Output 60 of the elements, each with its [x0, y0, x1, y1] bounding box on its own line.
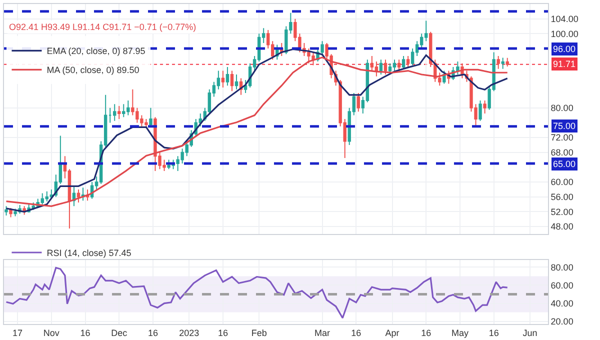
- y-tick-label: 100.00: [550, 28, 578, 39]
- y-tick-label: 104.00: [550, 14, 578, 24]
- candlestick: [76, 188, 80, 203]
- candlestick: [402, 55, 406, 70]
- candlestick: [234, 74, 238, 90]
- candlestick: [483, 100, 486, 114]
- candlestick: [356, 92, 360, 112]
- x-tick-label: 16: [488, 328, 499, 338]
- legend-label: MA (50, close, 0) 89.50: [46, 65, 140, 76]
- candlestick: [108, 107, 112, 124]
- candlestick: [406, 55, 410, 68]
- candlestick: [478, 100, 482, 122]
- x-tick-label: 16: [80, 328, 90, 338]
- x-tick-label: Jun: [522, 328, 538, 338]
- candlestick: [501, 57, 504, 70]
- y-tick-label: 60.00: [550, 177, 574, 188]
- x-tick-label: 17: [12, 328, 23, 338]
- y-tick-label: 72.00: [550, 132, 574, 143]
- candlestick: [379, 59, 383, 75]
- y-tick-label: 60.00: [550, 280, 574, 290]
- x-tick-label: Mar: [314, 328, 330, 338]
- x-tick-label: Feb: [251, 328, 267, 338]
- candlestick: [4, 206, 8, 216]
- ref-line-label: 96.00: [553, 44, 576, 54]
- x-tick-label: 16: [421, 328, 432, 338]
- x-tick-label: 2023: [179, 328, 200, 338]
- y-tick-label: 52.00: [550, 206, 574, 217]
- candlestick: [226, 66, 230, 86]
- x-tick-label: 16: [218, 328, 228, 338]
- x-tick-label: 16: [351, 328, 362, 338]
- x-tick-label: Nov: [43, 328, 60, 338]
- candlestick: [384, 59, 388, 75]
- ref-line-label: 75.00: [553, 121, 576, 131]
- y-tick-label: 80.00: [550, 103, 574, 114]
- legend-label: EMA (20, close, 0) 87.95: [46, 46, 146, 56]
- candlestick: [149, 107, 152, 127]
- candlestick: [506, 57, 509, 68]
- ref-line-label: 65.00: [553, 159, 576, 169]
- candlestick: [221, 70, 225, 88]
- ref-line-label: 91.71: [553, 59, 576, 69]
- y-tick-label: 20.00: [550, 316, 574, 326]
- candlestick: [392, 59, 396, 72]
- y-tick-label: 40.00: [550, 298, 574, 308]
- x-tick-label: Apr: [385, 328, 400, 338]
- y-tick-label: 68.00: [550, 148, 574, 158]
- x-tick-label: May: [451, 328, 469, 338]
- x-tick-label: Dec: [111, 328, 128, 338]
- legend-label: RSI (14, close) 57.45: [46, 248, 132, 258]
- candlestick: [397, 59, 401, 72]
- annotation: O92.41 H93.49 L91.14 C91.71 −0.71 (−0.77%): [9, 22, 196, 32]
- y-tick-label: 56.00: [550, 192, 574, 202]
- y-tick-label: 48.00: [550, 222, 574, 232]
- candlestick: [496, 55, 500, 70]
- line-series: [5, 266, 508, 319]
- candlestick: [113, 104, 116, 122]
- candlestick: [118, 106, 121, 120]
- candlestick: [230, 70, 234, 92]
- candlestick: [9, 208, 12, 218]
- y-tick-label: 80.00: [550, 262, 574, 272]
- x-tick-label: 16: [148, 328, 158, 338]
